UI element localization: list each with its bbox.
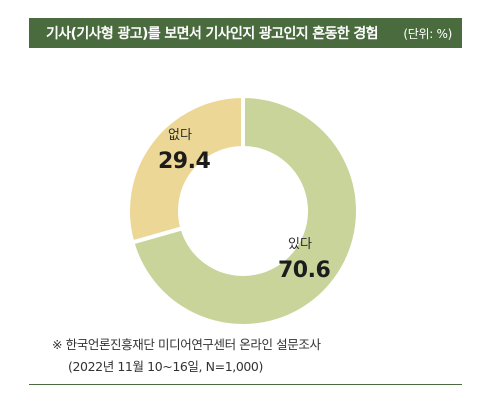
donut-slices <box>126 93 360 328</box>
source-note: ※ 한국언론진흥재단 미디어연구센터 온라인 설문조사 <box>52 337 321 352</box>
bottom-divider <box>29 384 462 385</box>
slice-name-label-1: 있다 <box>288 237 312 252</box>
slice-value-label-2: 29.4 <box>158 149 210 174</box>
donut-slice-1 <box>129 93 360 328</box>
chart-title: 기사(기사형 광고)를 보면서 기사인지 광고인지 혼동한 경험 <box>46 26 379 42</box>
unit-label: (단위: %) <box>403 26 452 41</box>
donut-labels: 있다 70.6 없다 29.4 <box>158 128 331 283</box>
slice-value-label-1: 70.6 <box>278 258 330 283</box>
slice-name-label-2: 없다 <box>168 128 192 143</box>
survey-period-note: (2022년 11월 10~16일, N=1,000) <box>68 359 263 374</box>
chart-header: 기사(기사형 광고)를 보면서 기사인지 광고인지 혼동한 경험 (단위: %) <box>29 18 462 48</box>
donut-slice-2 <box>126 93 245 245</box>
